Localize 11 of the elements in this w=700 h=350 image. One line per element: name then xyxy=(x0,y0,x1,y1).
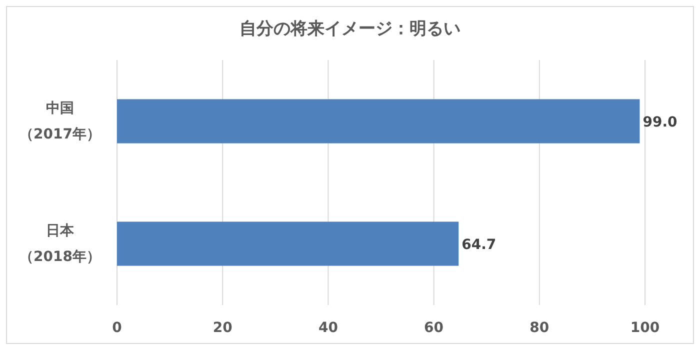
x-tick-label: 80 xyxy=(530,320,550,336)
y-tick-label: 日本（2018年） xyxy=(20,222,100,265)
x-tick-label: 20 xyxy=(212,320,233,336)
x-tick-label: 100 xyxy=(630,320,660,336)
y-tick-label: 中国（2017年） xyxy=(20,100,100,142)
chart-title: 自分の将来イメージ：明るい xyxy=(240,19,460,39)
x-tick-label: 40 xyxy=(318,320,338,336)
x-tick-label: 0 xyxy=(112,320,122,336)
data-label: 64.7 xyxy=(462,236,496,253)
x-tick-label: 60 xyxy=(424,320,444,336)
data-label: 99.0 xyxy=(642,114,678,130)
